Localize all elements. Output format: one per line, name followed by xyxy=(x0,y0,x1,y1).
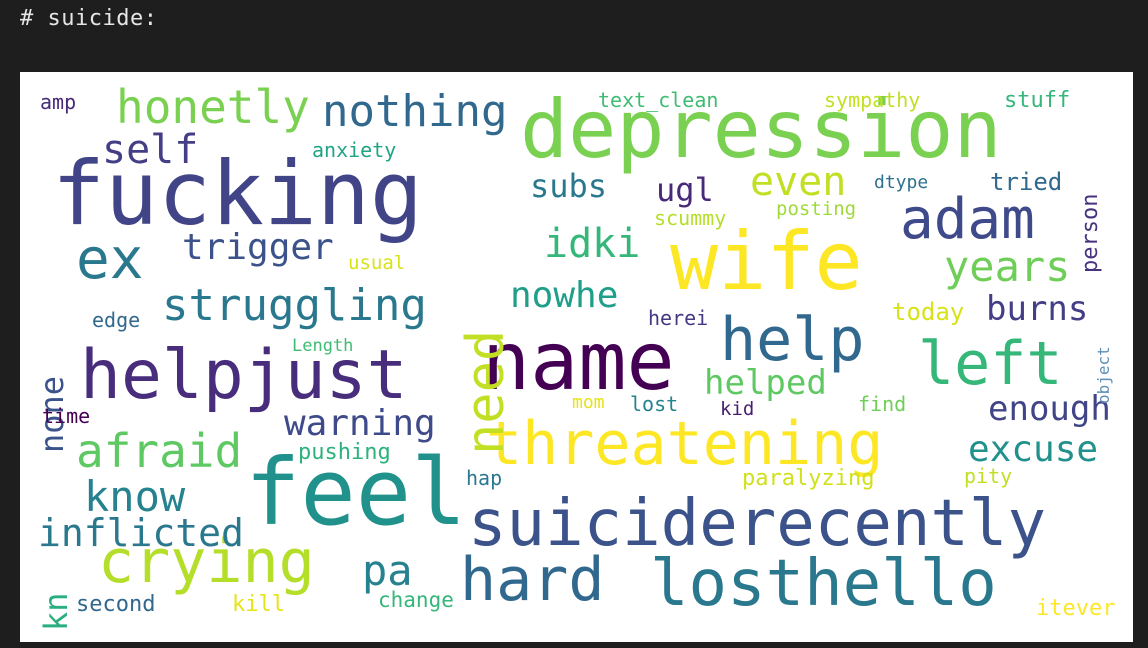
word-years: years xyxy=(944,242,1071,291)
cell-header: # suicide: xyxy=(20,6,158,31)
word-ugl: ugl xyxy=(656,171,714,209)
word-honetly: honetly xyxy=(116,80,310,134)
word-warning: warning xyxy=(284,403,436,444)
word-mom: mom xyxy=(572,392,605,413)
word-Length: Length xyxy=(292,336,354,356)
word-pa: pa xyxy=(362,546,413,595)
word-fucking: fucking xyxy=(52,142,423,245)
word-left: left xyxy=(918,329,1063,399)
word-help: help xyxy=(720,305,865,375)
word-text_clean: text_clean xyxy=(598,88,719,112)
word-suiciderecently: suiciderecently xyxy=(468,487,1046,561)
word-amp: amp xyxy=(40,90,77,114)
wordcloud-image: depression fucking wife name helpjust fe… xyxy=(20,72,1133,642)
word-nowhe: nowhe xyxy=(510,275,619,316)
word-wife: wife xyxy=(670,215,863,308)
word-usual: usual xyxy=(348,252,406,274)
word-nothing: nothing xyxy=(322,86,508,137)
word-name: name xyxy=(482,315,675,408)
word-itever: itever xyxy=(1036,596,1116,621)
word-enough: enough xyxy=(988,389,1111,429)
word-crying: crying xyxy=(98,527,315,597)
word-kill: kill xyxy=(232,592,285,617)
word-pushing: pushing xyxy=(298,440,391,465)
word-burns: burns xyxy=(986,289,1089,329)
word-scummy: scummy xyxy=(654,206,727,230)
word-hap: hap xyxy=(466,466,503,490)
word-second: second xyxy=(76,592,156,617)
word-time: time xyxy=(42,404,91,428)
word-dtype: dtype xyxy=(874,172,929,193)
word-idki: idki xyxy=(544,221,641,267)
word-subs: subs xyxy=(530,167,608,205)
word-self: self xyxy=(102,127,199,173)
word-afraid: afraid xyxy=(76,424,243,478)
word-feel: feel xyxy=(245,439,467,546)
word-even: even xyxy=(750,159,847,205)
word-excuse: excuse xyxy=(968,429,1099,470)
word-find: find xyxy=(858,392,907,416)
word-kn: kn xyxy=(37,592,75,631)
word-know: know xyxy=(84,472,186,521)
word-ex: ex xyxy=(76,227,144,292)
word-posting: posting xyxy=(776,198,857,220)
word-object: object xyxy=(1094,346,1113,404)
word-adam: adam xyxy=(900,187,1035,252)
word-depression: depression xyxy=(520,83,1002,176)
word-lost: lost xyxy=(630,392,679,416)
word-change: change xyxy=(378,588,454,612)
word-helpjust: helpjust xyxy=(80,336,408,415)
word-trigger: trigger xyxy=(182,227,334,268)
word-struggling: struggling xyxy=(162,280,427,331)
word-threatening: threatening xyxy=(486,409,884,479)
word-tried: tried xyxy=(990,168,1063,196)
word-stuff: stuff xyxy=(1004,88,1071,113)
word-kid: kid xyxy=(720,398,755,420)
word-helped: helped xyxy=(704,363,827,403)
word-inflicted: inflicted xyxy=(38,511,244,555)
word-sympathy: sympathy xyxy=(824,88,921,112)
word-herei: herei xyxy=(648,306,709,330)
word-paralyzing: paralyzing xyxy=(742,466,875,491)
word-edge: edge xyxy=(92,308,141,332)
word-pity: pity xyxy=(964,464,1013,488)
word-person: person xyxy=(1078,193,1103,273)
word-anxiety: anxiety xyxy=(312,138,397,162)
word-hard: hard xyxy=(460,545,605,615)
word-need: need xyxy=(456,329,516,455)
word-losthello: losthello xyxy=(650,547,997,621)
word-today: today xyxy=(892,298,965,326)
